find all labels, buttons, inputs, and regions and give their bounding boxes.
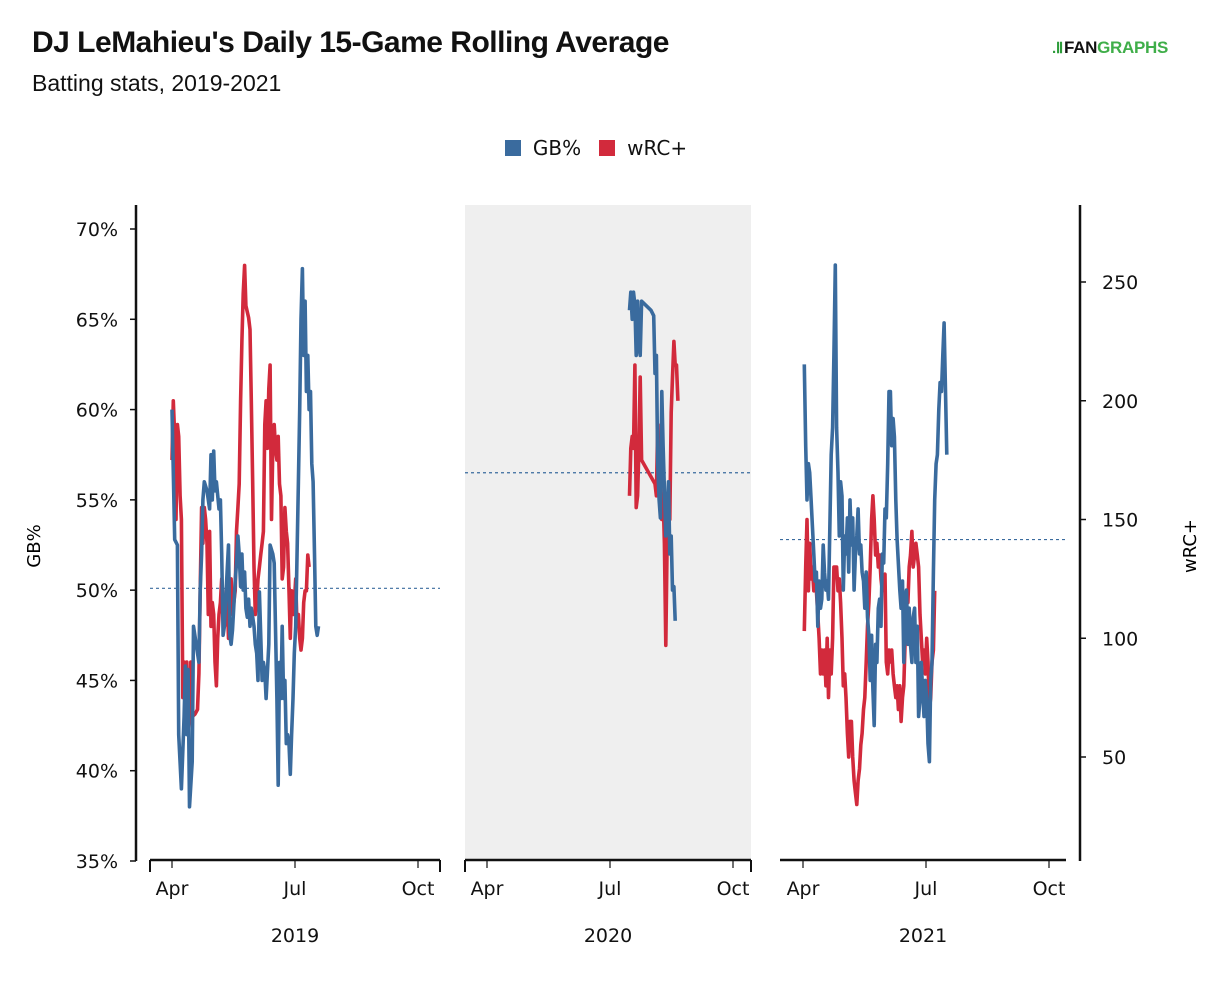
left-axis-tick-label: 60% — [76, 400, 118, 422]
legend-item-wrc: wRC+ — [599, 136, 687, 160]
left-axis-tick-label: 55% — [76, 490, 118, 512]
right-axis-tick-label: 250 — [1102, 272, 1138, 294]
x-axis-tick-label: Jul — [598, 878, 622, 900]
wrc-series-line — [802, 494, 937, 807]
wrc-series-line — [170, 263, 311, 736]
x-axis-tick-label: Apr — [787, 878, 820, 900]
left-axis-tick-label: 50% — [76, 580, 118, 602]
logo-text-fan: FAN — [1063, 38, 1098, 57]
right-axis-tick-label: 150 — [1102, 510, 1138, 532]
left-axis-tick-label: 70% — [76, 219, 118, 241]
panel-2021: Apr Jul Oct 2021 — [780, 263, 1066, 947]
left-axis-tick-label: 65% — [76, 309, 118, 331]
left-axis-title: GB% — [24, 524, 45, 567]
panel-2019: Apr Jul Oct 2019 — [149, 263, 441, 947]
gb-series-line — [627, 290, 677, 621]
logo-text-graphs: GRAPHS — [1097, 38, 1168, 57]
batter-logo-icon: .Ⅱ — [1052, 40, 1063, 57]
panel-year-label: 2019 — [271, 925, 319, 947]
panel-shade — [465, 205, 751, 861]
x-axis-tick-label: Jul — [914, 878, 938, 900]
right-axis-tick-label: 100 — [1102, 628, 1138, 650]
x-axis-tick-label: Apr — [156, 878, 189, 900]
x-axis-tick-label: Oct — [402, 878, 435, 900]
legend: GB% wRC+ — [0, 136, 1222, 160]
chart-title: DJ LeMahieu's Daily 15-Game Rolling Aver… — [32, 26, 669, 59]
gb-series-line — [802, 263, 949, 764]
right-axis-title: wRC+ — [1180, 519, 1201, 573]
gb-series-line — [170, 266, 321, 809]
left-axis-tick-label: 40% — [76, 761, 118, 783]
legend-swatch-gb — [504, 140, 521, 156]
x-axis-tick-label: Oct — [1033, 878, 1066, 900]
right-axis-tick-label: 200 — [1102, 391, 1138, 413]
panel-year-label: 2020 — [584, 925, 632, 947]
fangraphs-logo[interactable]: .ⅡFANGRAPHS — [1052, 38, 1168, 58]
x-axis-tick-label: Oct — [717, 878, 750, 900]
panel-2020: Apr Jul Oct 2020 — [464, 205, 752, 947]
right-axis-tick-label: 50 — [1102, 747, 1126, 769]
legend-label-gb: GB% — [532, 136, 582, 160]
x-axis-tick-label: Jul — [283, 878, 307, 900]
panel-year-label: 2021 — [899, 925, 947, 947]
legend-swatch-wrc — [599, 140, 616, 156]
chart-subtitle: Batting stats, 2019-2021 — [32, 70, 282, 96]
legend-item-gb: GB% — [504, 136, 582, 160]
legend-label-wrc: wRC+ — [627, 136, 688, 160]
left-axis-tick-label: 35% — [76, 851, 118, 873]
x-axis-tick-label: Apr — [471, 878, 504, 900]
left-axis-tick-label: 45% — [76, 670, 118, 692]
